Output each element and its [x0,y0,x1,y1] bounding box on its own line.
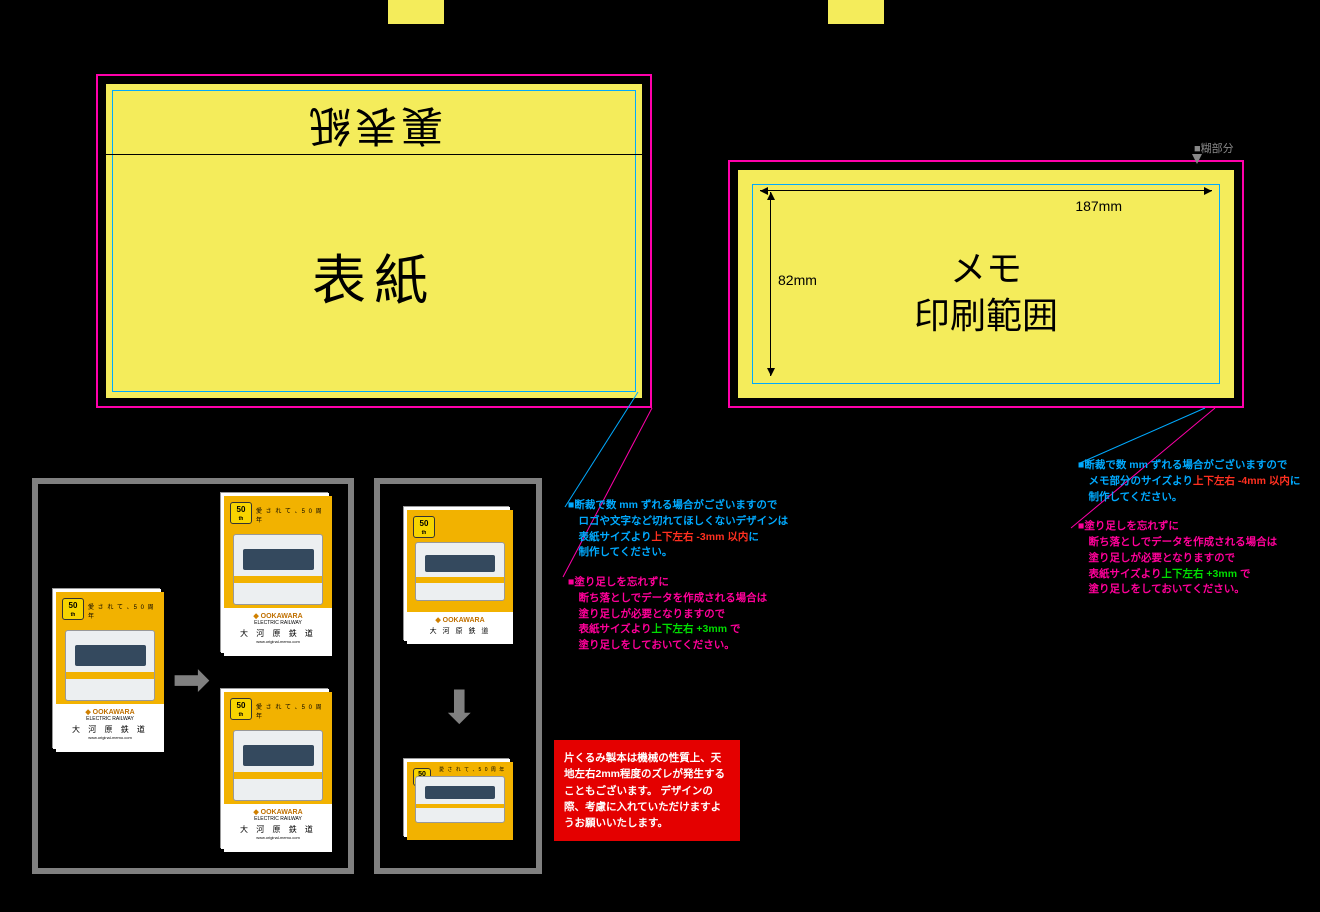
anniversary-badge: 50 th [413,516,435,538]
train-illustration [233,730,324,800]
text: th [63,613,83,618]
sample-panel-left: 50 th 愛 さ れ て 、5 0 周 年 ◆ OOKAWARA ELECTRI… [32,478,354,874]
sample-card-horizontal: 50 th ◆ OOKAWARA 大 河 原 鉄 道 [407,510,513,644]
text: OOKAWARA [93,709,135,716]
glue-note: ■糊部分 [1194,140,1234,156]
card-footer: ◆ OOKAWARA 大 河 原 鉄 道 [407,612,513,644]
text: に [1290,475,1301,487]
text: 上下左右 -4mm 以内 [1193,475,1290,487]
train-illustration [415,542,504,601]
text: ■断裁で数 mm ずれる場合がございますので [1078,459,1287,471]
sample-card: 50 th 愛 さ れ て 、5 0 周 年 ◆ OOKAWARA ELECTRI… [224,692,332,852]
text: ELECTRIC RAILWAY [56,716,164,722]
sample-card: 50 th 愛 さ れ て 、5 0 周 年 ◆ OOKAWARA ELECTRI… [224,496,332,656]
text: 50 [420,519,429,528]
text: 大 河 原 鉄 道 [56,724,164,735]
arrow-down-icon: ⬇ [440,680,479,734]
text: 大 河 原 鉄 道 [407,626,513,636]
text: OOKAWARA [443,617,485,624]
tab-marker-right [828,0,884,24]
text: 大 河 原 鉄 道 [224,628,332,639]
anniversary-badge: 50 th [62,598,84,620]
tab-marker-left [388,0,444,24]
text: 表紙サイズより [1078,568,1161,580]
text: 表紙サイズより [568,531,651,543]
slogan: 愛 さ れ て 、5 0 周 年 [88,602,164,620]
memo-width-label: 187mm [1075,198,1122,214]
text: www.original-memo.com [56,735,164,740]
train-illustration [415,776,504,823]
text: 制作してください。 [568,546,672,558]
text: OOKAWARA [261,613,303,620]
sample-card-horizontal-small: 50th 愛 さ れ て 、5 0 周 年 [407,762,513,840]
sample-panel-right: 50 th ◆ OOKAWARA 大 河 原 鉄 道 ⬇ 50th 愛 さ れ て… [374,478,542,874]
text: ■断裁で数 mm ずれる場合がございますので [568,499,777,511]
slogan: 愛 さ れ て 、5 0 周 年 [439,766,505,773]
card-footer: ◆ OOKAWARA ELECTRIC RAILWAY 大 河 原 鉄 道 ww… [224,804,332,852]
text: ■塗り足しを忘れずに [1078,520,1179,532]
memo-cyan-note: ■断裁で数 mm ずれる場合がございますので メモ部分のサイズより上下左右 -4… [1078,458,1308,505]
text: 上下左右 -3mm 以内 [651,531,748,543]
slogan: 愛 さ れ て 、5 0 周 年 [256,702,332,720]
text: メモ部分のサイズより [1078,475,1193,487]
memo-title-line2: 印刷範囲 [914,296,1058,336]
cover-notes: ■断裁で数 mm ずれる場合がございますので ロゴや文字など切れてほしくないデザ… [568,498,848,654]
card-footer: ◆ OOKAWARA ELECTRIC RAILWAY 大 河 原 鉄 道 ww… [224,608,332,656]
text: www.original-memo.com [224,835,332,840]
cover-magenta-note: ■塗り足しを忘れずに 断ち落としでデータを作成される場合は 塗り足しが必要となり… [568,575,848,654]
cover-cyan-note: ■断裁で数 mm ずれる場合がございますので ロゴや文字など切れてほしくないデザ… [568,498,848,561]
text: 表紙サイズより [568,623,651,635]
text: th [231,517,251,522]
train-illustration [233,534,324,604]
text: th [414,531,434,536]
text: 50 [69,601,78,610]
text: ELECTRIC RAILWAY [224,816,332,822]
anniversary-badge: 50 th [230,698,252,720]
text: で [1237,568,1250,580]
text: 断ち落としでデータを作成される場合は [1078,536,1277,548]
text: OOKAWARA [261,809,303,816]
text: 上下左右 +3mm [1161,568,1237,580]
warning-box: 片くるみ製本は機械の性質上、天地左右2mm程度のズレが発生することもございます。… [554,740,740,841]
text: で [727,623,740,635]
anniversary-badge: 50 th [230,502,252,524]
text: に [748,531,759,543]
train-illustration [65,630,156,700]
card-footer: ◆ OOKAWARA ELECTRIC RAILWAY 大 河 原 鉄 道 ww… [56,704,164,752]
text: 塗り足しが必要となりますので [568,608,725,620]
slogan: 愛 さ れ て 、5 0 周 年 [256,506,332,524]
text: www.original-memo.com [224,639,332,644]
memo-notes: ■断裁で数 mm ずれる場合がございますので メモ部分のサイズより上下左右 -4… [1078,458,1308,598]
sample-card: 50 th 愛 さ れ て 、5 0 周 年 ◆ OOKAWARA ELECTRI… [56,592,164,752]
text: 制作してください。 [1078,491,1182,503]
text: 上下左右 +3mm [651,623,727,635]
arrow-right-icon: ➡ [172,652,211,706]
text: 50 [237,701,246,710]
memo-title: メモ 印刷範囲 [730,246,1242,340]
text: 塗り足しをしておいてください。 [568,639,735,651]
text: 塗り足しをしておいてください。 [1078,583,1245,595]
text: 50 [237,505,246,514]
text: 塗り足しが必要となりますので [1078,552,1235,564]
text: 大 河 原 鉄 道 [224,824,332,835]
back-cover-label: 裏表紙 [98,98,650,159]
text: th [231,713,251,718]
memo-title-line1: メモ [950,249,1022,289]
text: ■塗り足しを忘れずに [568,576,669,588]
cover-diagram: 裏表紙 表紙 [96,74,652,408]
text: ロゴや文字など切れてほしくないデザインは [568,515,788,527]
text: 断ち落としでデータを作成される場合は [568,592,767,604]
memo-width-dimension [760,190,1212,191]
memo-diagram: 187mm 82mm メモ 印刷範囲 [728,160,1244,408]
front-cover-label: 表紙 [98,236,650,315]
memo-magenta-note: ■塗り足しを忘れずに 断ち落としでデータを作成される場合は 塗り足しが必要となり… [1078,519,1308,598]
text: ELECTRIC RAILWAY [224,620,332,626]
